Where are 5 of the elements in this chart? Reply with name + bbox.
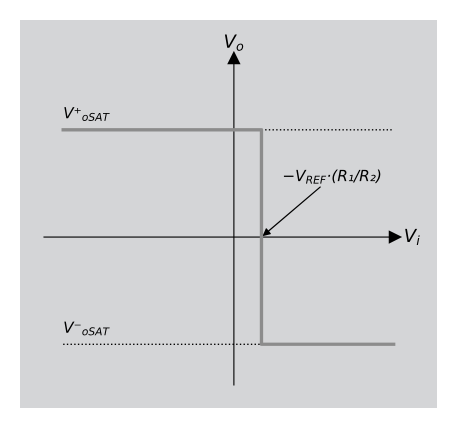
annotation: V⁺$_{oSAT}$ <box>64 107 110 121</box>
annotation: V⁻$_{oSAT}$ <box>64 322 110 336</box>
annotation: −V$_{REF}$·(R₁/R₂) <box>284 169 380 184</box>
x-axis-title: V$_{i}$ <box>405 228 420 245</box>
y-axis-title: V$_{o}$ <box>224 34 244 51</box>
